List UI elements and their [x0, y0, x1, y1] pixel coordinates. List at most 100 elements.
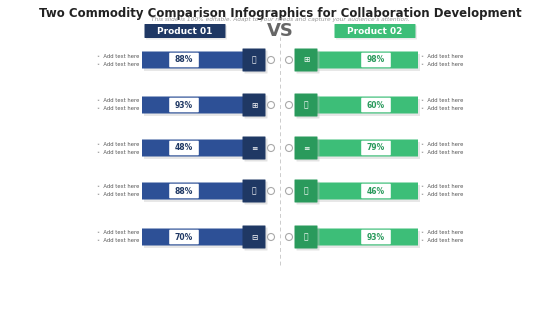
Text: ◦  Add text here: ◦ Add text here	[421, 185, 463, 190]
Text: 🖥: 🖥	[251, 55, 256, 65]
FancyBboxPatch shape	[242, 94, 265, 117]
Text: ◦  Add text here: ◦ Add text here	[421, 192, 463, 198]
FancyBboxPatch shape	[295, 94, 318, 117]
Text: This slide is 100% editable. Adapt to your needs and capture your audience's att: This slide is 100% editable. Adapt to yo…	[151, 17, 409, 22]
FancyBboxPatch shape	[361, 230, 391, 244]
Text: 🗂: 🗂	[304, 232, 309, 242]
Text: 46%: 46%	[367, 186, 385, 196]
Text: 👥: 👥	[304, 100, 309, 110]
Text: 79%: 79%	[367, 144, 385, 152]
Polygon shape	[300, 54, 420, 71]
Circle shape	[268, 145, 274, 152]
FancyBboxPatch shape	[295, 49, 318, 72]
Text: ≡: ≡	[251, 144, 257, 152]
FancyBboxPatch shape	[245, 139, 268, 162]
Text: 60%: 60%	[367, 100, 385, 110]
Polygon shape	[298, 228, 418, 245]
Text: ◦  Add text here: ◦ Add text here	[97, 192, 139, 198]
Text: ◦  Add text here: ◦ Add text here	[421, 238, 463, 243]
FancyBboxPatch shape	[296, 181, 320, 204]
Polygon shape	[300, 142, 420, 159]
Text: 88%: 88%	[175, 55, 193, 65]
Circle shape	[268, 56, 274, 64]
Text: ⊟: ⊟	[251, 232, 257, 242]
FancyBboxPatch shape	[245, 95, 268, 118]
Polygon shape	[144, 231, 264, 248]
Text: 🖨: 🖨	[251, 186, 256, 196]
Text: ◦  Add text here: ◦ Add text here	[421, 99, 463, 104]
Polygon shape	[144, 99, 264, 116]
Text: ◦  Add text here: ◦ Add text here	[421, 141, 463, 146]
Text: ◦  Add text here: ◦ Add text here	[97, 150, 139, 154]
FancyBboxPatch shape	[296, 227, 320, 250]
Polygon shape	[142, 140, 262, 157]
FancyBboxPatch shape	[169, 184, 199, 198]
Text: ◦  Add text here: ◦ Add text here	[421, 54, 463, 59]
FancyBboxPatch shape	[336, 26, 417, 39]
Circle shape	[286, 56, 292, 64]
FancyBboxPatch shape	[242, 226, 265, 249]
Polygon shape	[300, 99, 420, 116]
Text: ⊞: ⊞	[303, 55, 309, 65]
FancyBboxPatch shape	[361, 53, 391, 67]
Polygon shape	[144, 142, 264, 159]
FancyBboxPatch shape	[169, 53, 199, 67]
FancyBboxPatch shape	[361, 98, 391, 112]
Text: ≡: ≡	[303, 144, 309, 152]
FancyBboxPatch shape	[296, 95, 320, 118]
Circle shape	[268, 233, 274, 240]
Text: ◦  Add text here: ◦ Add text here	[97, 106, 139, 112]
FancyBboxPatch shape	[361, 184, 391, 198]
Polygon shape	[142, 228, 262, 245]
Text: ◦  Add text here: ◦ Add text here	[97, 141, 139, 146]
FancyBboxPatch shape	[242, 49, 265, 72]
FancyBboxPatch shape	[245, 227, 268, 250]
Text: 93%: 93%	[367, 232, 385, 242]
Polygon shape	[298, 96, 418, 113]
Circle shape	[268, 187, 274, 194]
Text: ◦  Add text here: ◦ Add text here	[421, 150, 463, 154]
Circle shape	[286, 145, 292, 152]
Text: 70%: 70%	[175, 232, 193, 242]
Text: ⊞: ⊞	[251, 100, 257, 110]
Text: ◦  Add text here: ◦ Add text here	[97, 231, 139, 236]
Polygon shape	[144, 185, 264, 202]
Polygon shape	[142, 182, 262, 199]
Text: Product 01: Product 01	[157, 26, 213, 36]
FancyBboxPatch shape	[361, 141, 391, 155]
Text: ◦  Add text here: ◦ Add text here	[97, 61, 139, 66]
Text: 88%: 88%	[175, 186, 193, 196]
Text: ◦  Add text here: ◦ Add text here	[97, 54, 139, 59]
Polygon shape	[142, 96, 262, 113]
Text: ◦  Add text here: ◦ Add text here	[97, 99, 139, 104]
Circle shape	[286, 101, 292, 108]
Polygon shape	[142, 51, 262, 68]
FancyBboxPatch shape	[169, 98, 199, 112]
FancyBboxPatch shape	[295, 226, 318, 249]
FancyBboxPatch shape	[242, 136, 265, 159]
Text: Two Commodity Comparison Infographics for Collaboration Development: Two Commodity Comparison Infographics fo…	[39, 7, 521, 20]
FancyBboxPatch shape	[245, 181, 268, 204]
FancyBboxPatch shape	[296, 50, 320, 73]
Text: ◦  Add text here: ◦ Add text here	[97, 238, 139, 243]
FancyBboxPatch shape	[169, 230, 199, 244]
Polygon shape	[298, 140, 418, 157]
Polygon shape	[298, 182, 418, 199]
Circle shape	[268, 101, 274, 108]
Text: 98%: 98%	[367, 55, 385, 65]
FancyBboxPatch shape	[245, 50, 268, 73]
Text: 📋: 📋	[304, 186, 309, 196]
Polygon shape	[300, 231, 420, 248]
Polygon shape	[144, 54, 264, 71]
Circle shape	[286, 187, 292, 194]
FancyBboxPatch shape	[334, 24, 416, 38]
FancyBboxPatch shape	[146, 26, 227, 39]
Text: 93%: 93%	[175, 100, 193, 110]
FancyBboxPatch shape	[169, 141, 199, 155]
Text: Product 02: Product 02	[347, 26, 403, 36]
Text: 48%: 48%	[175, 144, 193, 152]
FancyBboxPatch shape	[296, 139, 320, 162]
Text: VS: VS	[267, 22, 293, 40]
FancyBboxPatch shape	[242, 180, 265, 203]
Text: ◦  Add text here: ◦ Add text here	[97, 185, 139, 190]
